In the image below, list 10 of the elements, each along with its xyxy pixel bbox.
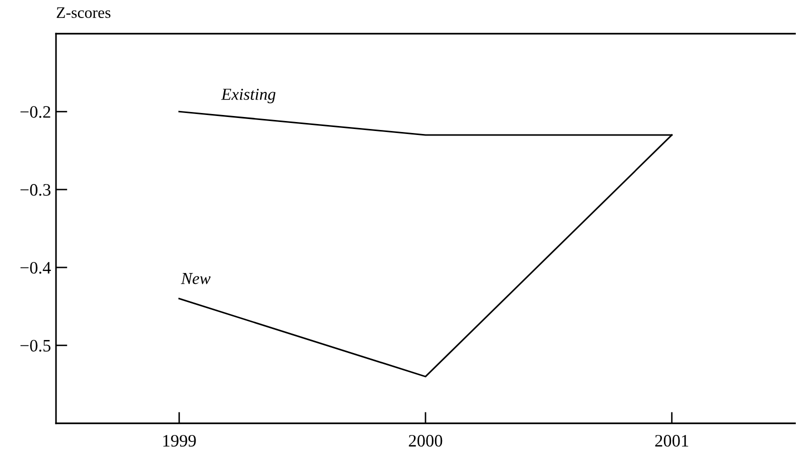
y-tick-label: −0.5 <box>20 340 50 352</box>
y-tick-label: −0.4 <box>20 262 51 274</box>
x-tick-label: 1999 <box>163 434 196 447</box>
y-tick-label: −0.2 <box>20 106 50 118</box>
series-label: Existing <box>221 88 276 104</box>
y-axis-title: Z-scores <box>56 7 110 18</box>
x-tick-label: 2001 <box>655 434 688 447</box>
series-label: New <box>180 273 211 284</box>
x-tick-label: 2000 <box>408 434 442 447</box>
y-tick-label: −0.3 <box>20 184 50 196</box>
